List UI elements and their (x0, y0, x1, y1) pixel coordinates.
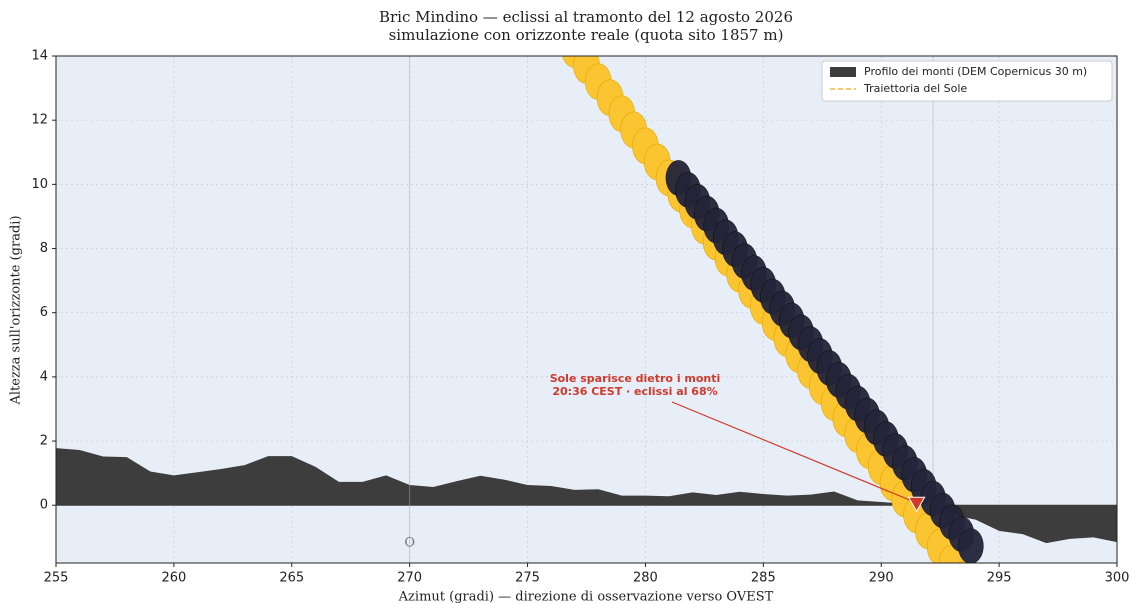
y-tick-label: 10 (31, 177, 48, 192)
y-tick-label: 8 (40, 241, 48, 256)
sun-disc (951, 561, 977, 597)
y-tick-label: 4 (40, 369, 48, 384)
legend-swatch (830, 67, 856, 77)
x-tick-label: 285 (751, 571, 776, 586)
y-tick-label: 6 (40, 305, 48, 320)
x-tick-label: 300 (1105, 571, 1130, 586)
moon-disc (958, 528, 983, 563)
x-tick-label: 260 (161, 571, 186, 586)
x-tick-label: 275 (515, 571, 540, 586)
legend-label: Profilo dei monti (DEM Copernicus 30 m) (864, 65, 1087, 78)
x-tick-label: 280 (633, 571, 658, 586)
x-axis-label: Azimut (gradi) — direzione di osservazio… (398, 590, 774, 604)
x-tick-label: 290 (869, 571, 894, 586)
legend-label: Traiettoria del Sole (863, 82, 967, 95)
y-tick-label: 12 (31, 113, 48, 128)
annotation-text: 20:36 CEST · eclissi al 68% (552, 385, 717, 398)
y-tick-label: 0 (40, 498, 48, 513)
annotation-text: Sole sparisce dietro i monti (550, 372, 721, 385)
x-tick-label: 265 (279, 571, 304, 586)
x-tick-label: 255 (44, 571, 69, 586)
x-tick-label: 295 (987, 571, 1012, 586)
y-tick-label: 14 (31, 49, 48, 64)
x-tick-label: 270 (397, 571, 422, 586)
chart-title: Bric Mindino — eclissi al tramonto del 1… (379, 8, 793, 26)
y-tick-label: 2 (40, 434, 48, 449)
marker-label: O (404, 536, 415, 551)
y-axis-label: Altezza sull'orizzonte (gradi) (9, 215, 24, 405)
chart-subtitle: simulazione con orizzonte reale (quota s… (389, 26, 784, 44)
chart: Bric Mindino — eclissi al tramonto del 1… (0, 0, 1132, 604)
